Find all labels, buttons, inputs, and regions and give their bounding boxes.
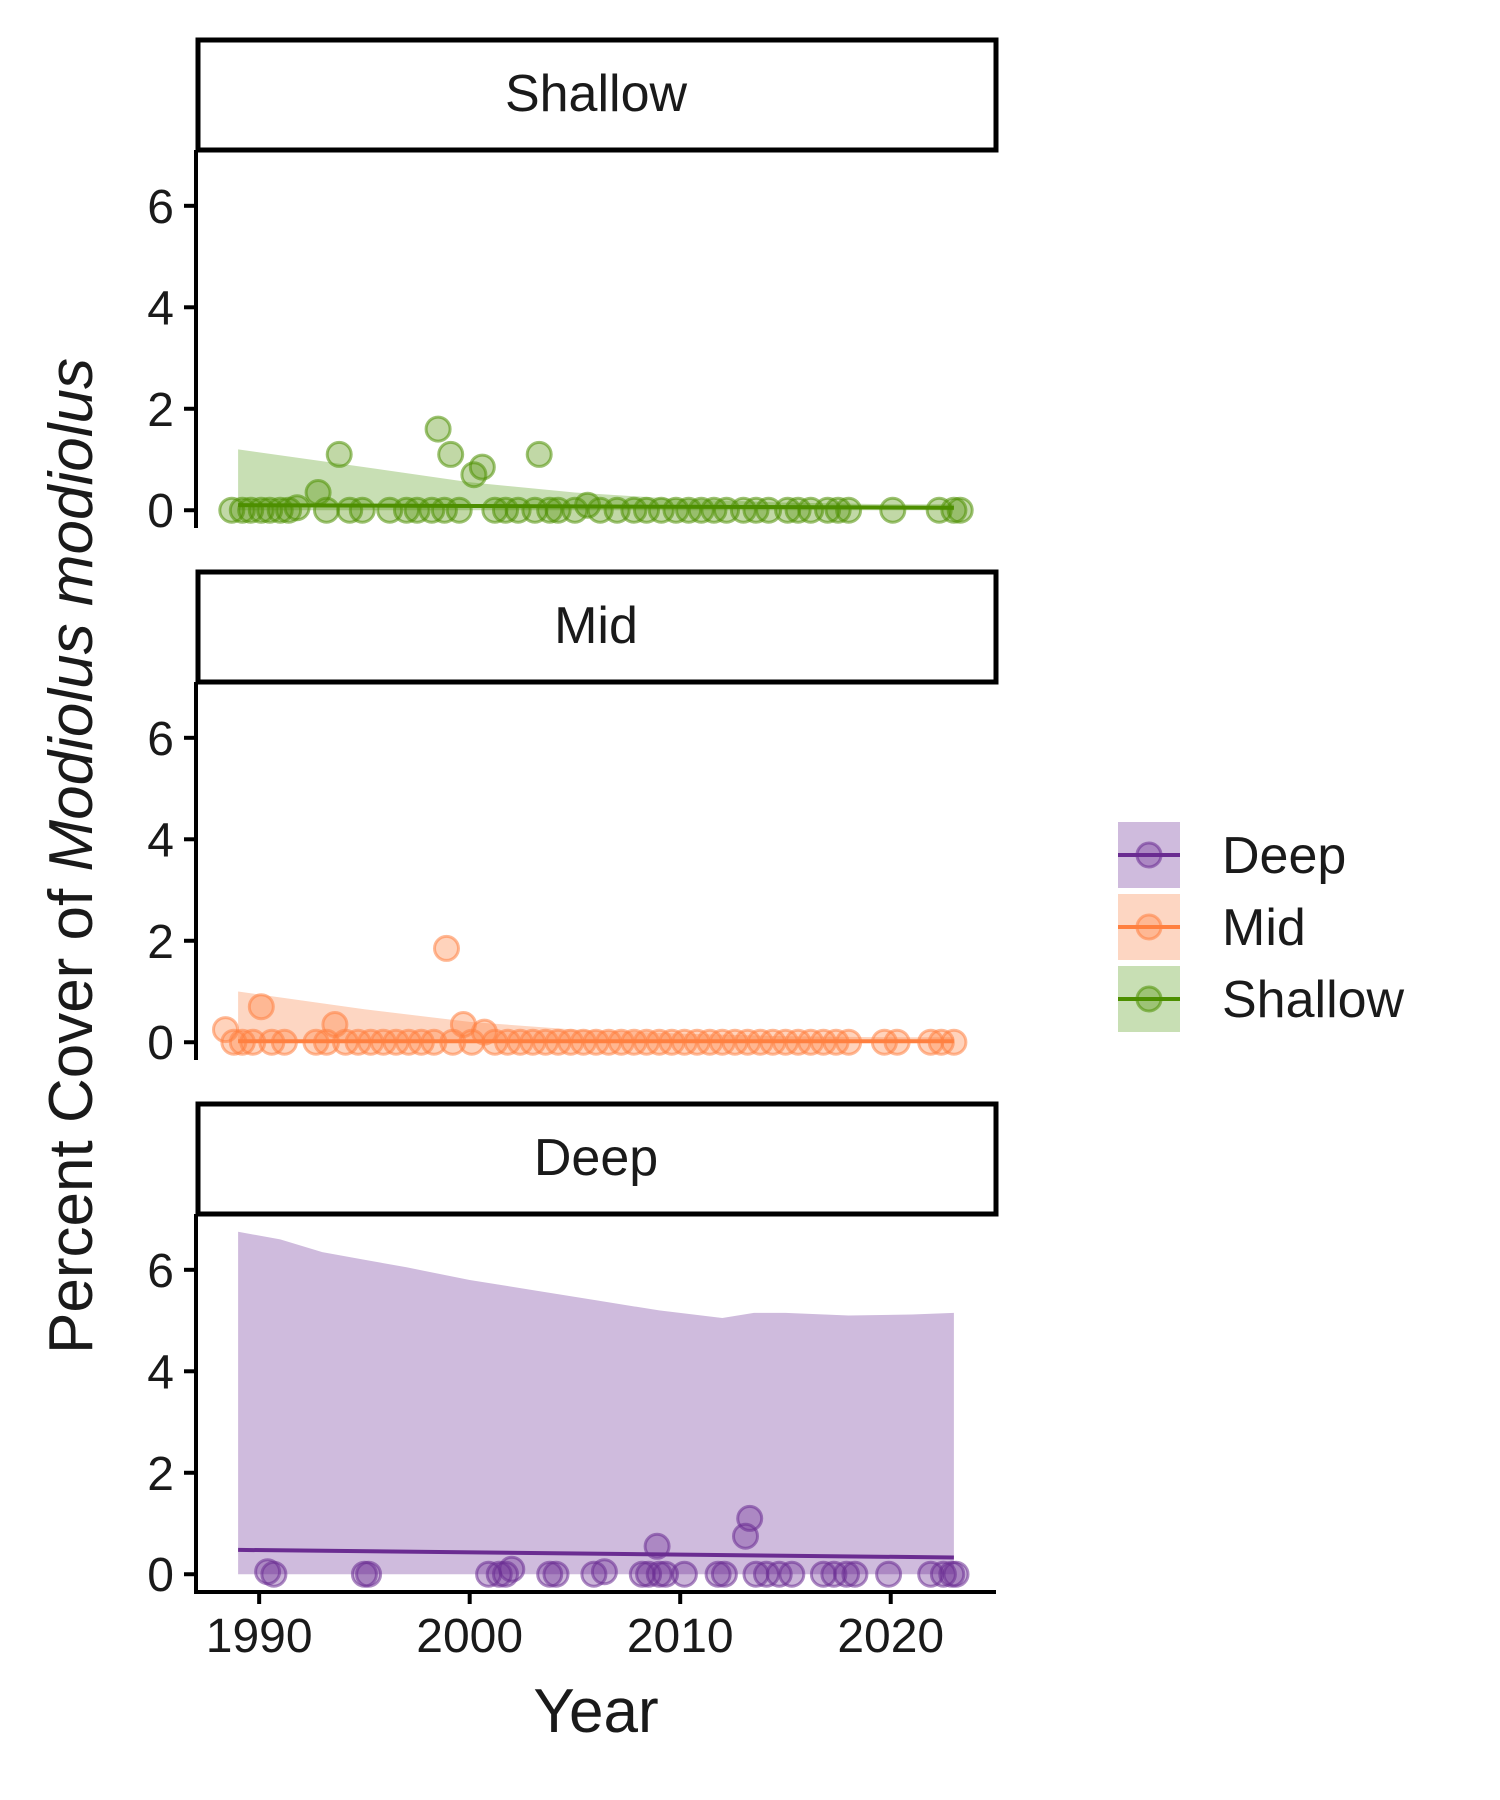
legend-item-mid: Mid [1118, 894, 1306, 960]
data-point [468, 453, 496, 481]
confidence-ribbon [238, 449, 954, 511]
data-point [355, 1560, 383, 1588]
y-tick-label: 2 [147, 384, 174, 437]
y-tick-label: 0 [147, 1549, 174, 1602]
data-point [652, 1560, 679, 1588]
data-point [590, 1558, 618, 1586]
data-point [833, 1560, 860, 1588]
legend-key-point [1135, 985, 1163, 1013]
strip-label: Shallow [505, 65, 688, 123]
y-tick-label: 4 [147, 282, 174, 335]
data-point [940, 496, 968, 524]
trend-line [238, 1547, 954, 1560]
data-point [879, 496, 907, 524]
data-point [313, 496, 340, 524]
data-point [283, 494, 311, 522]
y-axis-title-species: Modiolus modiolus [37, 358, 106, 871]
x-tick-label: 2010 [627, 1610, 734, 1663]
strip-box [195, 569, 999, 685]
data-point [946, 496, 974, 524]
legend-label: Shallow [1222, 971, 1405, 1029]
legend-key-point [1135, 913, 1163, 941]
data-point [704, 1560, 732, 1588]
data-point [736, 1504, 764, 1532]
data-point [437, 440, 465, 468]
data-point [433, 934, 460, 962]
legend-label: Mid [1222, 899, 1306, 957]
data-point [710, 1560, 738, 1588]
data-point [841, 1560, 869, 1588]
y-tick-label: 0 [147, 1017, 174, 1070]
strip-box [195, 37, 999, 153]
data-point [247, 993, 275, 1021]
x-axis: 1990 2000 2010 2020 [194, 1590, 996, 1663]
legend: Deep Mid Shallow [1118, 822, 1405, 1032]
data-point [325, 440, 353, 468]
y-tick-label: 4 [147, 814, 174, 867]
data-point [424, 415, 452, 443]
y-tick-label: 6 [147, 1245, 174, 1298]
data-point [498, 1555, 526, 1583]
data-point [755, 496, 783, 524]
legend-key-point [1135, 841, 1163, 869]
panel-shallow: Shallow 0 2 4 6 [147, 37, 999, 538]
x-tick-label: 2020 [837, 1610, 944, 1663]
data-point [875, 1560, 903, 1588]
x-tick-label: 1990 [206, 1610, 313, 1663]
facet-panels: Shallow 0 2 4 6 Mid 0 2 4 6 Deep 0 2 4 6 [147, 37, 999, 1602]
strip-label: Deep [534, 1129, 658, 1187]
y-tick-label: 2 [147, 1448, 174, 1501]
panel-mid: Mid 0 2 4 6 [147, 569, 999, 1070]
y-tick-label: 2 [147, 916, 174, 969]
y-tick-label: 6 [147, 181, 174, 234]
strip-box [195, 1101, 999, 1217]
panel-deep: Deep 0 2 4 6 [147, 1101, 999, 1602]
data-point [835, 496, 863, 524]
data-point [260, 1560, 288, 1588]
legend-label: Deep [1222, 827, 1346, 885]
data-point [542, 1560, 570, 1588]
x-tick-label: 2000 [416, 1610, 523, 1663]
confidence-ribbon [238, 1231, 954, 1575]
y-tick-label: 4 [147, 1346, 174, 1399]
trend-line [238, 503, 954, 510]
strip-label: Mid [554, 597, 638, 655]
data-point [942, 1560, 970, 1588]
y-tick-label: 0 [147, 485, 174, 538]
data-point [525, 440, 553, 468]
y-tick-label: 6 [147, 713, 174, 766]
y-axis-title-prefix: Percent Cover of [37, 872, 106, 1354]
y-axis-title: Percent Cover of Modiolus modiolus [37, 358, 106, 1354]
data-point [445, 496, 473, 524]
data-point [536, 1560, 564, 1588]
legend-item-shallow: Shallow [1118, 966, 1405, 1032]
data-point [670, 1560, 698, 1588]
data-point [348, 496, 376, 524]
x-axis-title: Year [533, 1677, 658, 1746]
legend-item-deep: Deep [1118, 822, 1346, 888]
data-point [778, 1560, 806, 1588]
